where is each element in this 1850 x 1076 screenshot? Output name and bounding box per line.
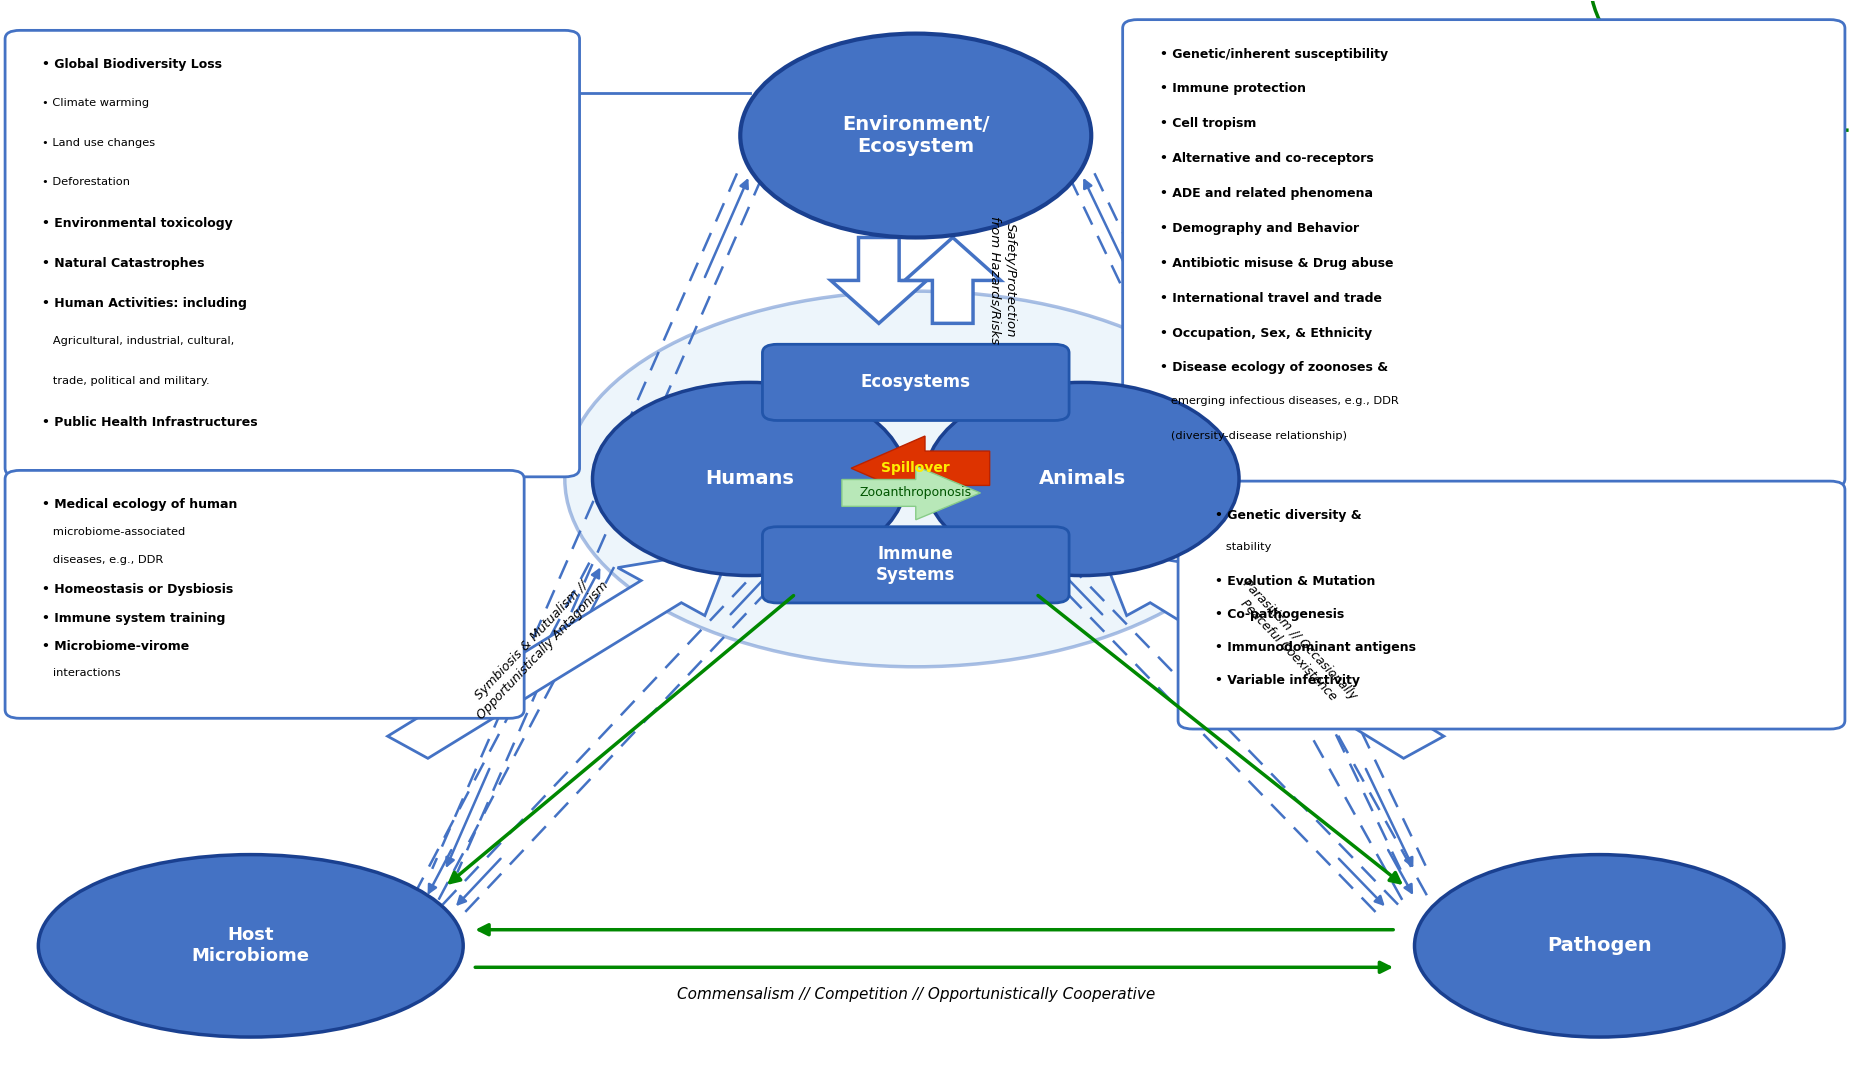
Ellipse shape: [925, 382, 1240, 576]
Text: emerging infectious diseases, e.g., DDR: emerging infectious diseases, e.g., DDR: [1160, 396, 1399, 407]
Text: Ecosystems: Ecosystems: [860, 373, 971, 392]
Text: • Genetic diversity &: • Genetic diversity &: [1215, 509, 1362, 522]
Text: Agricultural, industrial, cultural,: Agricultural, industrial, cultural,: [43, 336, 235, 346]
Text: • ADE and related phenomena: • ADE and related phenomena: [1160, 187, 1373, 200]
FancyArrow shape: [842, 466, 980, 520]
Ellipse shape: [39, 854, 463, 1037]
Text: • Occupation, Sex, & Ethnicity: • Occupation, Sex, & Ethnicity: [1160, 327, 1371, 340]
FancyArrow shape: [905, 238, 1001, 324]
FancyBboxPatch shape: [6, 470, 524, 719]
Ellipse shape: [592, 382, 906, 576]
Text: Pathogen: Pathogen: [1547, 936, 1652, 955]
FancyBboxPatch shape: [762, 344, 1069, 421]
Text: • Disease ecology of zoonoses &: • Disease ecology of zoonoses &: [1160, 362, 1388, 374]
Text: stability: stability: [1215, 542, 1271, 552]
Text: • Homeostasis or Dysbiosis: • Homeostasis or Dysbiosis: [43, 583, 233, 596]
Text: • Natural Catastrophes: • Natural Catastrophes: [43, 257, 205, 270]
Text: • Climate warming: • Climate warming: [43, 98, 150, 108]
Text: Zooanthroponosis: Zooanthroponosis: [860, 486, 971, 499]
Text: Spillover: Spillover: [881, 462, 951, 476]
FancyBboxPatch shape: [1178, 481, 1844, 730]
Text: • Global Biodiversity Loss: • Global Biodiversity Loss: [43, 58, 222, 71]
Text: microbiome-associated: microbiome-associated: [43, 526, 185, 537]
Text: • Land use changes: • Land use changes: [43, 138, 155, 147]
Text: interactions: interactions: [43, 668, 120, 679]
Text: • Antibiotic misuse & Drug abuse: • Antibiotic misuse & Drug abuse: [1160, 257, 1393, 270]
Text: • Immunodominant antigens: • Immunodominant antigens: [1215, 641, 1415, 654]
Text: diseases, e.g., DDR: diseases, e.g., DDR: [43, 555, 163, 565]
FancyArrow shape: [851, 436, 990, 500]
Text: Safety/Protection
from Hazards/Risks: Safety/Protection from Hazards/Risks: [988, 216, 1018, 344]
Text: Symbiosis & Mutualism //
Opportunistically Antagonism: Symbiosis & Mutualism // Opportunistical…: [464, 568, 610, 722]
Text: • Variable infectivity: • Variable infectivity: [1215, 675, 1360, 688]
Text: • Genetic/inherent susceptibility: • Genetic/inherent susceptibility: [1160, 47, 1388, 60]
Text: • Medical ecology of human: • Medical ecology of human: [43, 498, 237, 511]
Text: • Human Activities: including: • Human Activities: including: [43, 297, 246, 310]
Text: • Evolution & Mutation: • Evolution & Mutation: [1215, 576, 1375, 589]
Text: Environment/
Ecosystem: Environment/ Ecosystem: [842, 115, 990, 156]
Text: • Deforestation: • Deforestation: [43, 178, 130, 187]
Text: • Alternative and co-receptors: • Alternative and co-receptors: [1160, 152, 1373, 166]
Text: Animals: Animals: [1038, 469, 1125, 489]
Text: • Environmental toxicology: • Environmental toxicology: [43, 217, 233, 230]
Text: • Demography and Behavior: • Demography and Behavior: [1160, 222, 1358, 235]
FancyArrow shape: [831, 238, 927, 324]
Text: Humans: Humans: [705, 469, 794, 489]
Text: trade, political and military.: trade, political and military.: [43, 376, 209, 386]
FancyBboxPatch shape: [1123, 19, 1844, 487]
Text: Parasitism // Occasionally
Peaceful Coexistence: Parasitism // Occasionally Peaceful Coex…: [1228, 578, 1360, 713]
Text: • Public Health Infrastructures: • Public Health Infrastructures: [43, 415, 257, 428]
Text: • Cell tropism: • Cell tropism: [1160, 117, 1256, 130]
FancyArrow shape: [1101, 549, 1443, 759]
Ellipse shape: [740, 33, 1092, 238]
Text: Host
Microbiome: Host Microbiome: [192, 926, 309, 965]
Ellipse shape: [1415, 854, 1783, 1037]
Text: Immune
Systems: Immune Systems: [877, 546, 955, 584]
Text: • Co-pathogenesis: • Co-pathogenesis: [1215, 608, 1345, 621]
Text: • Immune protection: • Immune protection: [1160, 83, 1306, 96]
Text: (diversity-disease relationship): (diversity-disease relationship): [1160, 431, 1347, 441]
Text: • Microbiome-virome: • Microbiome-virome: [43, 640, 189, 653]
FancyBboxPatch shape: [762, 527, 1069, 603]
Text: Commensalism // Competition // Opportunistically Cooperative: Commensalism // Competition // Opportuni…: [677, 987, 1154, 1002]
FancyBboxPatch shape: [6, 30, 579, 477]
Text: • International travel and trade: • International travel and trade: [1160, 292, 1382, 305]
FancyArrow shape: [388, 549, 731, 759]
Ellipse shape: [564, 292, 1267, 667]
Text: • Immune system training: • Immune system training: [43, 612, 226, 625]
